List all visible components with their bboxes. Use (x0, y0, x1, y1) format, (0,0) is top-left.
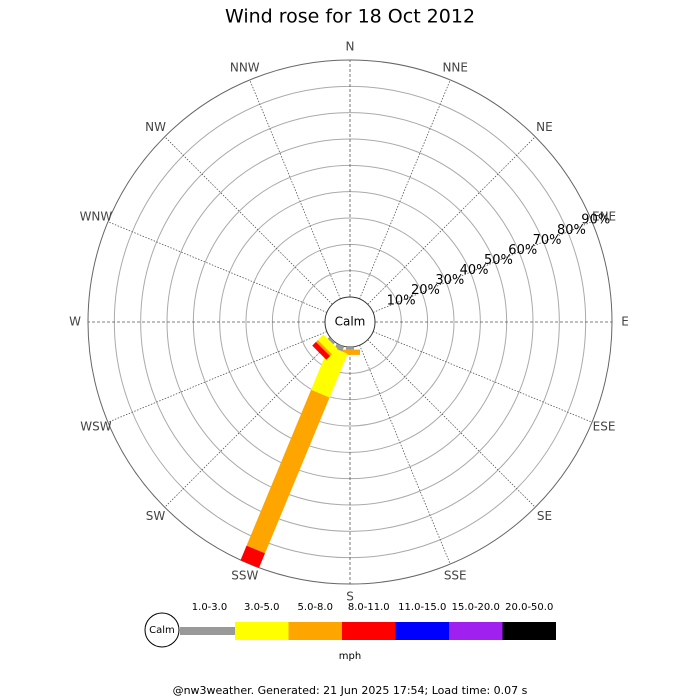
legend-label: 20.0-50.0 (505, 602, 553, 613)
bar-segment (317, 334, 338, 355)
bar-segment (346, 347, 354, 350)
legend-swatch (288, 622, 342, 640)
direction-label: N (346, 40, 355, 54)
direction-label: SW (146, 509, 166, 523)
spoke (359, 79, 451, 300)
legend-label: 3.0-5.0 (244, 602, 279, 613)
legend-label: 5.0-8.0 (298, 602, 333, 613)
spoke (372, 221, 593, 313)
legend-label: 11.0-15.0 (398, 602, 446, 613)
bar-segment (334, 343, 345, 352)
radial-tick-label: 50% (484, 253, 513, 268)
bar-segment (315, 340, 332, 357)
spoke (164, 339, 333, 508)
radial-tick-label: 30% (435, 273, 464, 288)
direction-label: S (346, 590, 354, 604)
bar-segment (311, 346, 348, 398)
spoke (372, 331, 593, 423)
radial-tick-label: 70% (533, 233, 562, 248)
direction-label: NNE (442, 60, 468, 74)
direction-label: SSE (444, 569, 467, 583)
direction-label: WNW (80, 209, 113, 223)
grid-ring (245, 217, 455, 427)
legend-swatch (502, 622, 556, 640)
direction-label: ESE (593, 420, 616, 434)
radial-tick-label: 80% (557, 223, 586, 238)
legend-swatch (235, 622, 289, 640)
spoke (359, 344, 451, 565)
direction-label: WSW (80, 420, 111, 434)
bar-segment (327, 336, 336, 345)
legend-label: 8.0-11.0 (348, 602, 390, 613)
direction-label: SE (537, 509, 552, 523)
unit-label: mph (339, 651, 361, 662)
radial-tick-label: 10% (387, 293, 416, 308)
radial-tick-label: 20% (411, 283, 440, 298)
legend-calm-circle (144, 612, 180, 648)
radial-tick-label: 60% (508, 243, 537, 258)
legend-swatch (342, 622, 396, 640)
radial-tick-label: 40% (460, 263, 489, 278)
legend-swatch (180, 627, 235, 635)
bar-segment (312, 341, 331, 360)
chart-title: Wind rose for 18 Oct 2012 (225, 6, 475, 28)
bar-segment (246, 389, 330, 554)
spoke (367, 136, 536, 305)
legend-swatch (395, 622, 449, 640)
direction-label: NE (536, 120, 553, 134)
direction-label: E (621, 315, 629, 329)
legend-label: 1.0-3.0 (192, 602, 227, 613)
grid-ring (140, 112, 560, 532)
direction-label: NNW (230, 60, 260, 74)
spoke (249, 79, 341, 300)
bar-segment (240, 545, 266, 568)
spoke (367, 339, 536, 508)
radial-tick-label: 90% (581, 213, 610, 228)
legend-label: 15.0-20.0 (452, 602, 500, 613)
spoke (107, 221, 328, 313)
spoke (107, 331, 328, 423)
calm-label: Calm (335, 315, 366, 329)
legend-calm-label: Calm (149, 625, 175, 636)
direction-label: SSW (231, 569, 258, 583)
legend-swatch (449, 622, 503, 640)
spoke (164, 136, 333, 305)
direction-label: ENE (592, 209, 616, 223)
direction-label: NW (145, 120, 166, 134)
footer: @nw3weather. Generated: 21 Jun 2025 17:5… (173, 684, 528, 697)
direction-label: W (69, 315, 81, 329)
